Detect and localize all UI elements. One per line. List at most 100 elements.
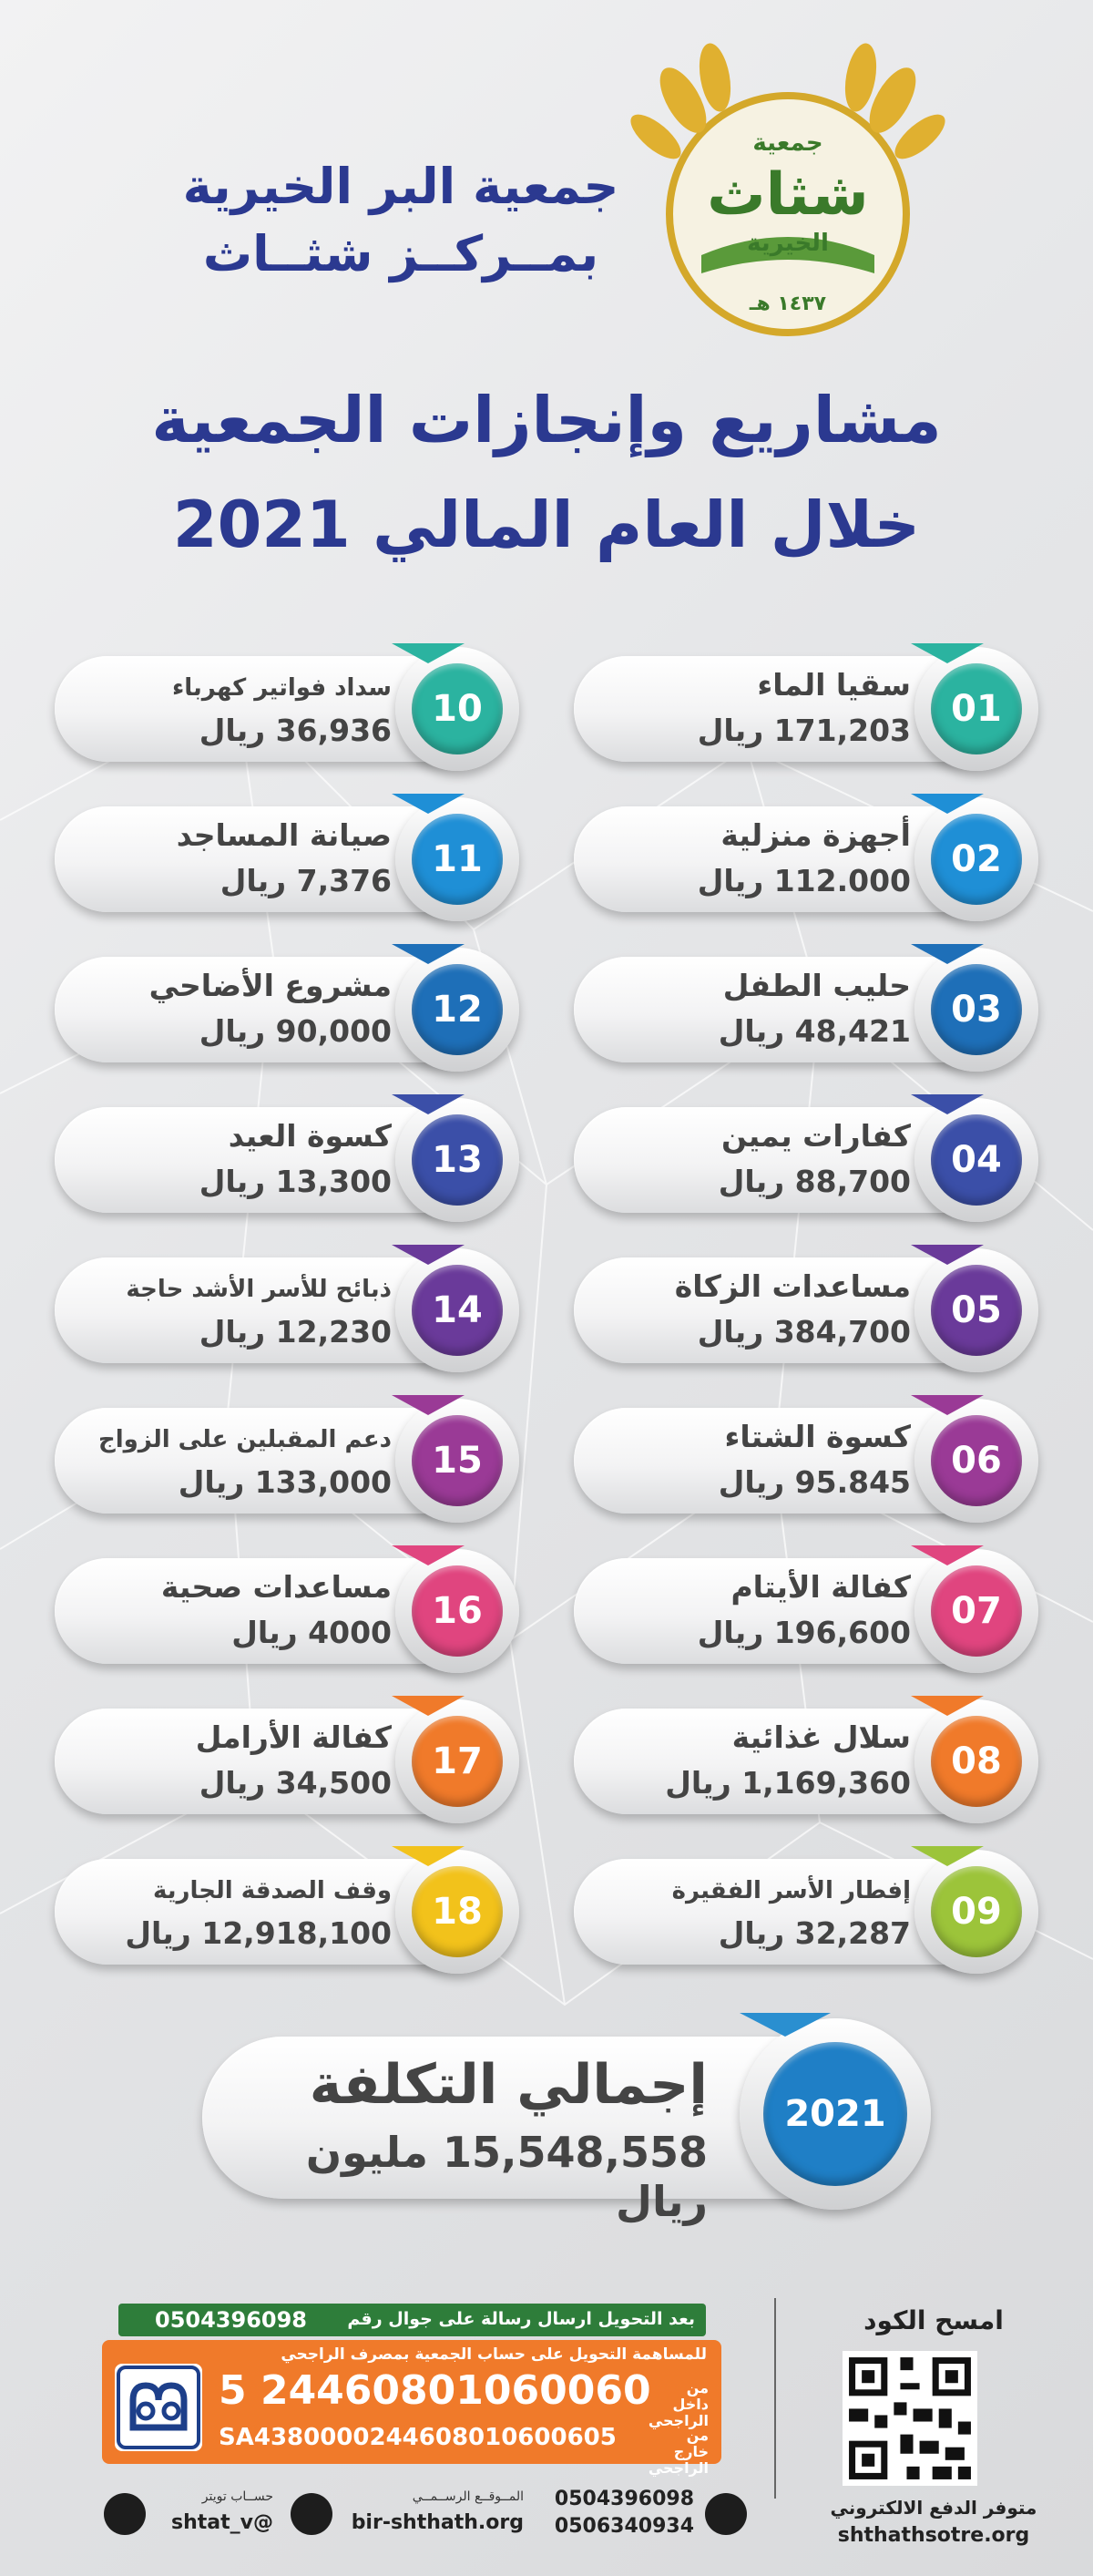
project-number: 14 [412,1265,503,1356]
org-name-line1: جمعية البر الخيرية [182,158,619,215]
bank-transfer-box: للمساهمة التحويل على حساب الجمعية بمصرف … [102,2340,721,2477]
project-value: 88,700 ريال [718,1164,911,1199]
project-title: سداد فواتير كهرباء [171,674,392,702]
project-item-14: ذبائح للأسر الأشد حاجة 12,230 ريال 14 [55,1245,519,1372]
sms-text: بعد التحويل ارسال رسالة على جوال رقم [347,2309,695,2329]
project-tab [392,1245,465,1265]
project-tab [911,1696,984,1716]
project-title: كفارات يمين [721,1118,911,1154]
project-number: 03 [931,964,1022,1055]
phone-icon [705,2493,747,2535]
total-tab [740,2013,831,2037]
store-url[interactable]: shthathsotre.org [837,2524,1030,2547]
project-title: مشروع الأضاحي [148,968,392,1003]
project-circle: 17 [395,1699,519,1823]
project-title: إفطار الأسر الفقيرة [671,1877,911,1904]
project-circle: 16 [395,1549,519,1673]
logo-text-bottom: الخيرية [747,230,829,257]
project-item-02: أجهزة منزلية 112.000 ريال 02 [574,794,1038,921]
project-value: 36,936 ريال [199,713,392,748]
total-cost-card: إجمالي التكلفة 15,548,558 مليون ريال 202… [202,2013,931,2226]
twitter-icon [104,2493,146,2535]
project-tab [911,1245,984,1265]
project-value: 7,376 ريال [220,863,392,898]
project-title: دعم المقبلين على الزواج [97,1426,392,1453]
phones-contact: 0504396098 0506340934 [537,2488,747,2542]
project-circle: 13 [395,1098,519,1222]
website-label: المــوقــع الرســمــي [412,2489,524,2504]
project-circle: 15 [395,1399,519,1523]
project-circle: 12 [395,948,519,1072]
project-tab [911,1094,984,1114]
project-number: 04 [931,1114,1022,1206]
project-tab [911,1395,984,1415]
phone-2[interactable]: 0506340934 [554,2515,694,2538]
project-tab [392,643,465,663]
project-tab [911,1545,984,1565]
project-tab [392,1696,465,1716]
project-number: 06 [931,1415,1022,1506]
project-tab [392,1395,465,1415]
project-item-04: كفارات يمين 88,700 ريال 04 [574,1094,1038,1222]
project-circle: 11 [395,797,519,921]
project-circle: 06 [914,1399,1038,1523]
project-number: 12 [412,964,503,1055]
website-url[interactable]: bir-shthath.org [351,2511,524,2534]
project-item-16: مساعدات صحية 4000 ريال 16 [55,1545,519,1673]
project-circle: 02 [914,797,1038,921]
project-number: 08 [931,1716,1022,1807]
project-value: 133,000 ريال [178,1464,392,1500]
total-circle: 2021 [740,2018,931,2210]
project-value: 384,700 ريال [697,1314,911,1350]
project-item-09: إفطار الأسر الفقيرة 32,287 ريال 09 [574,1846,1038,1974]
project-title: كفالة الأرامل [195,1719,392,1755]
project-number: 17 [412,1716,503,1807]
logo-year: ١٤٣٧ هـ [749,292,827,315]
project-tab [911,1846,984,1866]
project-item-18: وقف الصدقة الجارية 12,918,100 ريال 18 [55,1846,519,1974]
project-number: 16 [412,1565,503,1657]
twitter-label: حســاب تويتر [201,2489,273,2504]
project-number: 09 [931,1866,1022,1957]
project-value: 196,600 ريال [697,1615,911,1650]
account-number: 24460801060060 5 [219,2367,651,2414]
project-title: كسوة الشتاء [724,1419,911,1454]
project-item-13: كسوة العيد 13,300 ريال 13 [55,1094,519,1222]
project-circle: 10 [395,647,519,771]
project-circle: 05 [914,1248,1038,1372]
page-title-line1: مشاريع وإنجازات الجمعية [151,383,942,457]
total-title: إجمالي التكلفة [309,2053,708,2117]
page-title-line2: خلال العام المالي 2021 [172,487,921,562]
project-item-17: كفالة الأرامل 34,500 ريال 17 [55,1696,519,1823]
project-circle: 07 [914,1549,1038,1673]
project-circle: 03 [914,948,1038,1072]
bank-text: للمساهمة التحويل على حساب الجمعية بمصرف … [281,2345,707,2364]
project-tab [392,1094,465,1114]
project-value: 48,421 ريال [718,1013,911,1049]
project-value: 95.845 ريال [718,1464,911,1500]
project-title: وقف الصدقة الجارية [152,1877,392,1904]
project-number: 18 [412,1866,503,1957]
project-value: 90,000 ريال [199,1013,392,1049]
project-tab [392,944,465,964]
project-title: صيانة المساجد [176,817,392,853]
project-tab [911,794,984,814]
iban-label: من خارج الراجحي [648,2427,709,2477]
project-value: 171,203 ريال [697,713,911,748]
website-contact: المــوقــع الرســمــي bir-shthath.org [278,2488,524,2542]
project-title: كفالة الأيتام [730,1569,911,1605]
qr-code-icon[interactable] [843,2351,977,2486]
project-value: 32,287 ريال [718,1915,911,1951]
project-item-15: دعم المقبلين على الزواج 133,000 ريال 15 [55,1395,519,1523]
project-number: 07 [931,1565,1022,1657]
twitter-handle[interactable]: @shtat_v [171,2511,273,2534]
project-value: 12,230 ريال [199,1314,392,1350]
project-item-10: سداد فواتير كهرباء 36,936 ريال 10 [55,643,519,771]
project-title: سقيا الماء [757,667,911,703]
project-item-08: سلال غذائية 1,169,360 ريال 08 [574,1696,1038,1823]
project-title: كسوة العيد [228,1118,392,1154]
project-title: سلال غذائية [731,1719,911,1755]
project-value: 1,169,360 ريال [665,1765,911,1801]
project-circle: 04 [914,1098,1038,1222]
phone-1[interactable]: 0504396098 [554,2488,694,2510]
